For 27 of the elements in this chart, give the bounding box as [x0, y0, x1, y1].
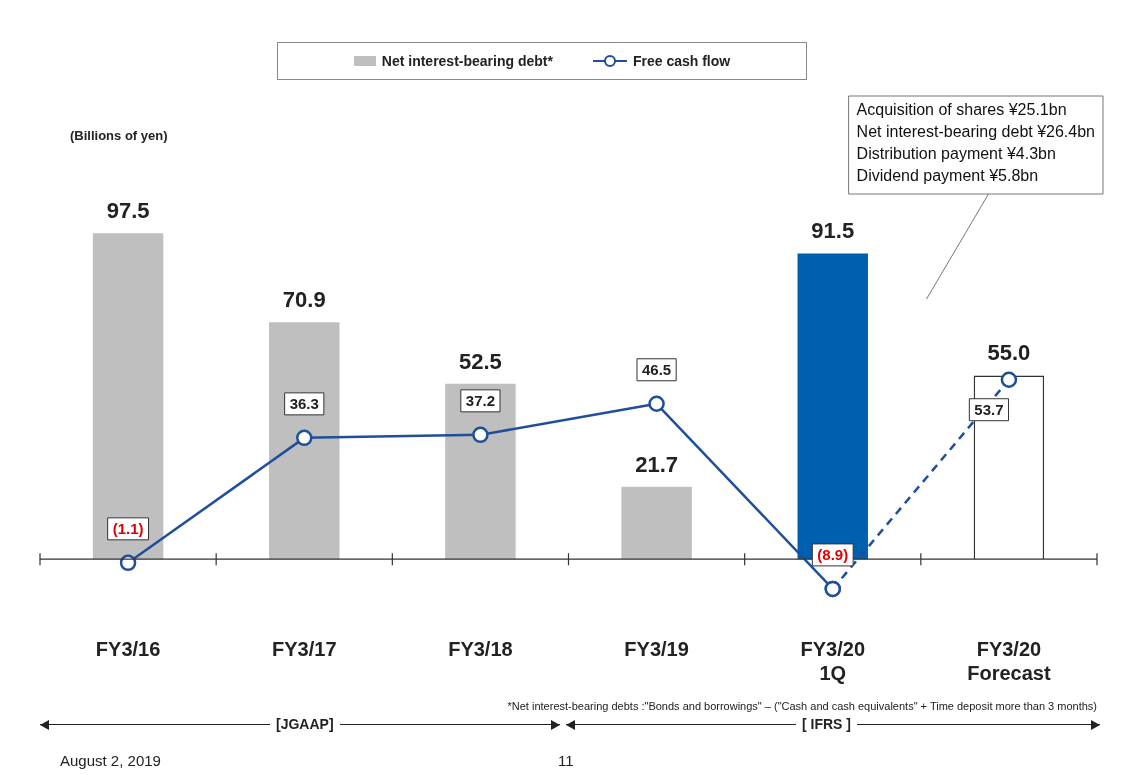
text: 11 [558, 752, 574, 769]
data-label: (8.9) [817, 546, 849, 564]
text: (Billions of yen) [70, 128, 168, 143]
data-label: 53.7 [974, 400, 1004, 418]
data-label: 97.5 [106, 198, 150, 224]
data-label: 70.9 [282, 287, 326, 313]
x-tick-label: FY3/20 1Q [800, 637, 865, 684]
data-label: 21.7 [635, 451, 678, 477]
data-label: 46.5 [641, 360, 672, 378]
data-label: 91.5 [811, 218, 855, 244]
data-label: 36.3 [289, 395, 319, 412]
data-label: 37.2 [465, 392, 496, 409]
text: Acquisition of shares ¥25.1bn Net interest-bearing debt ¥26.4bn Distribution payment ¥4.3bn Dividend payment ¥5.8bn [856, 101, 1096, 185]
x-tick-label: FY3/20 Forecast [967, 637, 1051, 684]
data-label: 55.0 [987, 340, 1031, 366]
legend-label: Net interest-bearing debt* [381, 53, 553, 69]
text: *Net interest-bearing debts :"Bonds and borrowings" – ("Cash and cash equivalents" + Time deposit more than 3 months) [507, 700, 1097, 712]
x-tick-label: FY3/17 [272, 637, 337, 660]
x-tick-label: FY3/16 [95, 637, 161, 660]
text: [JGAAP] [270, 716, 340, 732]
text: August 2, 2019 [60, 752, 161, 769]
data-label: (1.1) [112, 519, 144, 537]
legend-label: Free cash flow [632, 53, 731, 69]
x-tick-label: FY3/19 [624, 637, 689, 660]
text: [ IFRS ] [796, 716, 857, 732]
data-label: 52.5 [459, 348, 502, 374]
x-tick-label: FY3/18 [448, 637, 513, 660]
